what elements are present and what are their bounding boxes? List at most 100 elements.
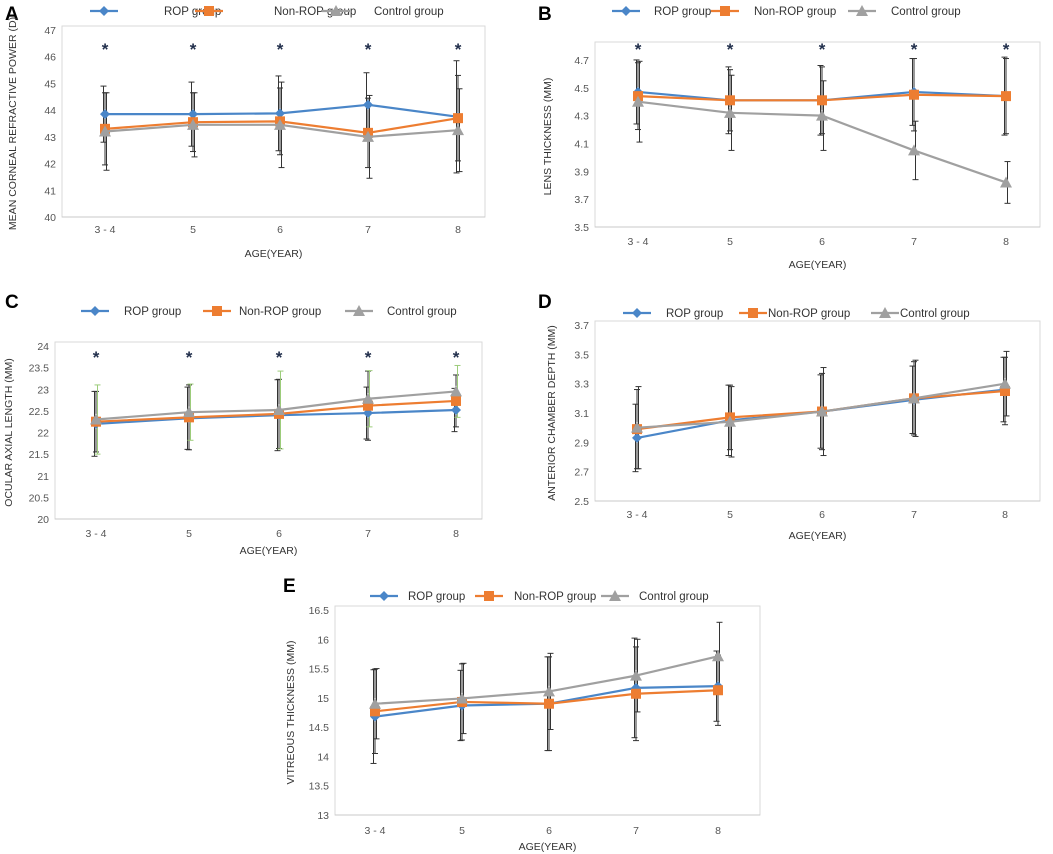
x-tick-label: 8	[455, 224, 461, 236]
y-axis-title: OCULAR AXIAL LENGTH (MM)	[3, 358, 15, 506]
legend-marker-control-group	[330, 5, 342, 16]
series-line-control-group	[374, 655, 719, 705]
x-tick-label: 3 - 4	[627, 236, 648, 248]
data-point-non-rop-group	[631, 688, 641, 699]
y-tick-label: 24	[37, 341, 49, 353]
data-point-control-group	[724, 415, 736, 427]
data-point-rop-group	[632, 432, 642, 443]
data-point-non-rop-group	[713, 685, 723, 696]
data-point-control-group	[630, 669, 642, 681]
legend-label-rop-group: ROP group	[666, 308, 723, 320]
y-tick-label: 16	[317, 634, 329, 646]
data-point-control-group	[362, 392, 374, 404]
legend-marker-control-group	[353, 305, 365, 316]
plot-frame	[54, 341, 483, 520]
data-point-control-group	[543, 685, 555, 697]
y-tick-label: 4.5	[574, 83, 589, 95]
legend-marker-non-rop-group	[484, 591, 494, 601]
legend-marker-rop-group	[90, 306, 100, 316]
legend-marker-rop-group	[632, 308, 642, 318]
y-tick-label: 20.5	[29, 492, 50, 504]
x-tick-label: 6	[546, 825, 552, 837]
y-tick-label: 15	[317, 693, 329, 705]
chart-panel-c: C 20 20.5 21 21.5 22 22.5 23 23.5 24 3 - 4 5 6 7 8 AGE(…	[3, 292, 483, 557]
data-point-rop-group	[363, 99, 373, 110]
legend-label-control-group: Control group	[374, 6, 444, 18]
x-axis-title: AGE(YEAR)	[245, 248, 303, 260]
x-tick-label: 6	[277, 224, 283, 236]
significance-star: *	[276, 348, 283, 367]
significance-star: *	[911, 40, 918, 59]
data-point-non-rop-group	[363, 400, 373, 411]
data-point-control-group	[712, 650, 724, 662]
data-point-non-rop-group	[453, 113, 463, 124]
x-tick-label: 7	[911, 509, 917, 521]
y-tick-label: 22.5	[29, 406, 50, 418]
y-tick-label: 4.1	[574, 138, 589, 150]
significance-star: *	[186, 348, 193, 367]
y-tick-label: 3.7	[574, 320, 589, 332]
data-point-rop-group	[100, 109, 110, 120]
data-point-rop-group	[275, 108, 285, 119]
x-tick-label: 3 - 4	[364, 825, 385, 837]
data-point-control-group	[816, 109, 828, 121]
y-tick-label: 23.5	[29, 363, 50, 375]
data-point-non-rop-group	[184, 412, 194, 423]
legend-marker-control-group	[879, 307, 891, 318]
data-point-control-group	[273, 404, 285, 416]
x-tick-label: 3 - 4	[85, 528, 106, 540]
legend-marker-non-rop-group	[204, 6, 214, 16]
y-tick-label: 13	[317, 810, 329, 822]
x-tick-label: 3 - 4	[626, 509, 647, 521]
significance-star: *	[635, 40, 642, 59]
data-point-non-rop-group	[909, 89, 919, 100]
x-tick-label: 8	[1002, 509, 1008, 521]
significance-star: *	[1003, 40, 1010, 59]
data-point-control-group	[908, 392, 920, 404]
data-point-non-rop-group	[725, 95, 735, 106]
x-tick-label: 5	[727, 509, 733, 521]
x-axis-title: AGE(YEAR)	[789, 530, 847, 542]
y-tick-label: 40	[44, 212, 56, 224]
x-tick-label: 7	[365, 528, 371, 540]
y-tick-label: 15.5	[309, 664, 330, 676]
data-point-rop-group	[188, 109, 198, 120]
legend-marker-non-rop-group	[720, 6, 730, 16]
y-tick-label: 44	[44, 105, 56, 117]
y-axis-title: MEAN CORNEAL REFRACTIVE POWER (D)	[7, 17, 19, 230]
data-point-control-group	[999, 377, 1011, 389]
y-tick-label: 21	[37, 471, 49, 483]
legend-label-non-rop-group: Non-ROP group	[754, 6, 836, 18]
legend-label-control-group: Control group	[891, 6, 961, 18]
legend-marker-non-rop-group	[748, 308, 758, 318]
legend-marker-control-group	[856, 5, 868, 16]
y-tick-label: 41	[44, 185, 56, 197]
significance-star: *	[455, 40, 462, 59]
data-point-non-rop-group	[544, 698, 554, 709]
chart-panel-e: E 13 13.5 14 14.5 15 15.5 16 16.5 3 - 4 5 6 7 8 AGE(YE…	[283, 576, 761, 853]
x-axis-title: AGE(YEAR)	[789, 259, 847, 271]
y-tick-label: 3.5	[574, 349, 589, 361]
x-axis-title: AGE(YEAR)	[519, 841, 577, 853]
x-tick-label: 3 - 4	[94, 224, 115, 236]
x-tick-label: 6	[276, 528, 282, 540]
x-tick-label: 8	[453, 528, 459, 540]
y-tick-label: 4.7	[574, 55, 589, 67]
plot-frame	[594, 41, 1041, 228]
x-axis-title: AGE(YEAR)	[240, 545, 298, 557]
x-tick-label: 7	[633, 825, 639, 837]
panel-letter: C	[5, 292, 19, 313]
significance-star: *	[365, 348, 372, 367]
y-axis-title: VITREOUS THICKNESS (MM)	[285, 641, 297, 785]
chart-panel-d: D 2.5 2.7 2.9 3.1 3.3 3.5 3.7 3 - 4 5 6 7 8 AGE(YEAR)…	[538, 292, 1041, 542]
y-tick-label: 47	[44, 25, 56, 37]
data-point-control-group	[99, 125, 111, 137]
x-tick-label: 8	[1003, 236, 1009, 248]
y-tick-label: 3.1	[574, 408, 589, 420]
legend-label-non-rop-group: Non-ROP group	[239, 306, 321, 318]
y-tick-label: 4.3	[574, 111, 589, 123]
data-point-non-rop-group	[817, 95, 827, 106]
data-point-control-group	[187, 118, 199, 130]
y-axis-title: LENS THICKNESS (MM)	[542, 78, 554, 196]
